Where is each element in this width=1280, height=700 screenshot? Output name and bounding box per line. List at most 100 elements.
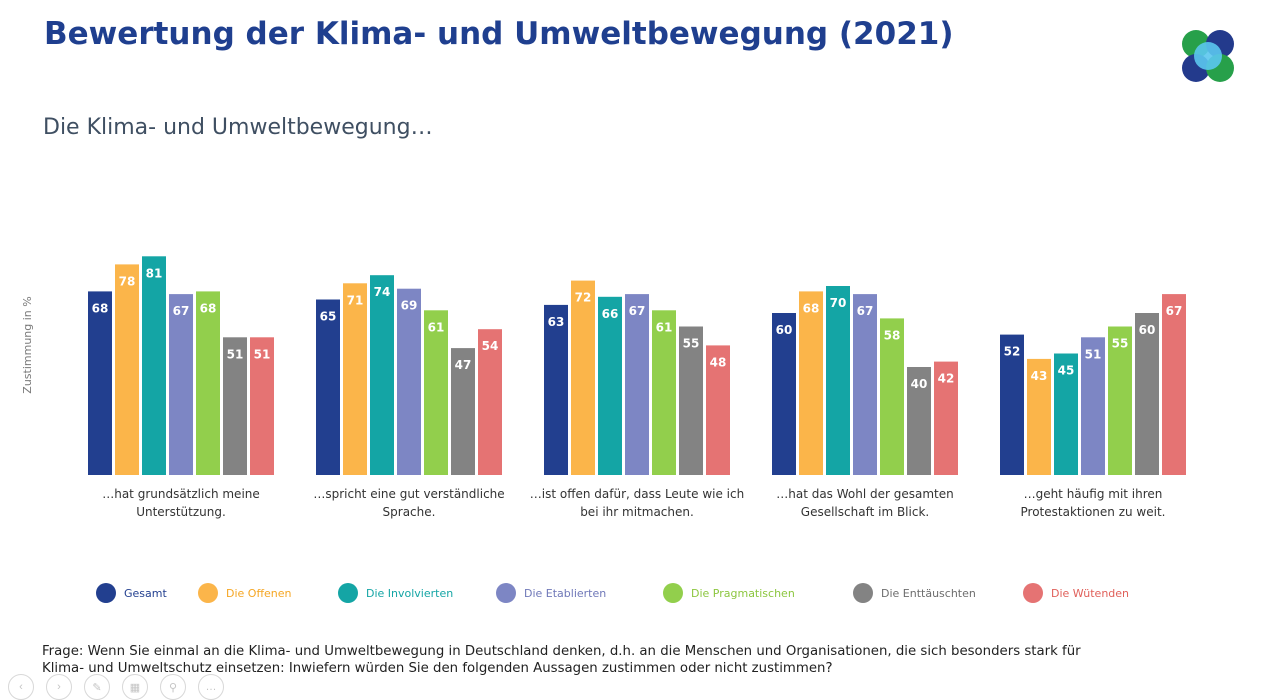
bar-value-label: 72: [575, 291, 592, 305]
category-label: Sprache.: [383, 505, 436, 519]
bar: [853, 294, 877, 475]
logo-icon: [1182, 30, 1234, 82]
bar: [880, 318, 904, 475]
bar: [223, 337, 247, 475]
bar-value-label: 54: [482, 339, 499, 353]
bar-value-label: 68: [92, 301, 109, 315]
bar-value-label: 71: [347, 293, 364, 307]
bar: [343, 283, 367, 475]
bar-value-label: 74: [374, 285, 391, 299]
bar: [826, 286, 850, 475]
bar-chart: Zustimmung in % 68 78 81 67 68 51 51 …hat grunds…: [21, 256, 1186, 519]
bar: [115, 264, 139, 475]
page-title: Bewertung der Klima- und Umweltbewegung …: [44, 16, 954, 52]
legend-label: Die Involvierten: [366, 586, 454, 600]
bar: [934, 361, 958, 475]
zoom-icon[interactable]: ⚲: [160, 674, 186, 700]
bar-value-label: 67: [629, 304, 646, 318]
bar: [772, 313, 796, 475]
bar: [1162, 294, 1186, 475]
bar: [1054, 353, 1078, 475]
category-label: …hat das Wohl der gesamten: [776, 487, 954, 501]
bar: [571, 280, 595, 475]
bar-value-label: 61: [428, 320, 445, 334]
category-label: bei ihr mitmachen.: [580, 505, 694, 519]
bar-value-label: 55: [1112, 337, 1129, 351]
y-axis-label: Zustimmung in %: [21, 296, 34, 393]
pen-icon[interactable]: ✎: [84, 674, 110, 700]
category-label: …geht häufig mit ihren: [1024, 487, 1163, 501]
bar-value-label: 70: [830, 296, 847, 310]
bar-value-label: 51: [254, 347, 271, 361]
bar-value-label: 81: [146, 266, 163, 280]
bar-value-label: 48: [710, 355, 727, 369]
bar-value-label: 78: [119, 274, 136, 288]
bar-value-label: 68: [803, 301, 820, 315]
bar-value-label: 58: [884, 328, 901, 342]
bar-value-label: 61: [656, 320, 673, 334]
bar-value-label: 60: [776, 323, 793, 337]
legend-label: Die Wütenden: [1051, 586, 1130, 600]
presentation-toolbar: ‹ › ✎ ▦ ⚲ …: [8, 674, 224, 700]
bar-value-label: 55: [683, 337, 700, 351]
bar-value-label: 60: [1139, 323, 1156, 337]
bar-value-label: 67: [1166, 304, 1183, 318]
bar: [799, 291, 823, 475]
legend-label: Gesamt: [124, 586, 167, 600]
bar: [544, 304, 568, 475]
category-label: Protestaktionen zu weit.: [1021, 505, 1166, 519]
bar-value-label: 68: [200, 301, 217, 315]
legend-swatch: [338, 583, 358, 603]
legend-swatch: [96, 583, 116, 603]
legend-item: Die Wütenden: [1023, 578, 1129, 608]
bar-value-label: 67: [173, 304, 190, 318]
bar: [652, 310, 676, 475]
bar-value-label: 67: [857, 304, 874, 318]
legend-swatch: [1023, 583, 1043, 603]
category-label: …spricht eine gut verständliche: [313, 487, 504, 501]
slides-icon[interactable]: ▦: [122, 674, 148, 700]
category-label: …hat grundsätzlich meine: [102, 487, 260, 501]
bar-value-label: 45: [1058, 364, 1075, 378]
legend-item: Gesamt: [96, 578, 167, 608]
bar: [397, 288, 421, 475]
bar: [370, 275, 394, 475]
legend-label: Die Offenen: [226, 586, 292, 600]
bar: [169, 294, 193, 475]
legend-swatch: [496, 583, 516, 603]
bar: [1135, 313, 1159, 475]
bar: [478, 329, 502, 475]
bar: [196, 291, 220, 475]
arrow-left-icon[interactable]: ‹: [8, 674, 34, 700]
legend-label: Die Pragmatischen: [691, 586, 795, 600]
legend-item: Die Etablierten: [496, 578, 606, 608]
bar-value-label: 42: [938, 372, 955, 386]
bar-value-label: 51: [1085, 347, 1102, 361]
bar-value-label: 52: [1004, 345, 1021, 359]
legend-swatch: [663, 583, 683, 603]
bar-value-label: 47: [455, 358, 472, 372]
bar: [88, 291, 112, 475]
legend-item: Die Offenen: [198, 578, 292, 608]
bar: [142, 256, 166, 475]
bar: [424, 310, 448, 475]
legend-swatch: [198, 583, 218, 603]
bar: [1027, 358, 1051, 475]
legend-item: Die Involvierten: [338, 578, 453, 608]
bar: [451, 348, 475, 475]
category-label: Unterstützung.: [136, 505, 226, 519]
legend-item: Die Pragmatischen: [663, 578, 795, 608]
bar: [625, 294, 649, 475]
bar-value-label: 66: [602, 307, 619, 321]
arrow-right-icon[interactable]: ›: [46, 674, 72, 700]
legend-item: Die Enttäuschten: [853, 578, 976, 608]
legend-label: Die Enttäuschten: [881, 586, 976, 600]
bar: [316, 299, 340, 475]
category-label: …ist offen dafür, dass Leute wie ich: [530, 487, 744, 501]
bar: [1081, 337, 1105, 475]
chart-legend: Gesamt Die Offenen Die Involvierten Die Eta…: [0, 578, 1280, 608]
bar: [679, 326, 703, 475]
bar: [1108, 326, 1132, 475]
more-icon[interactable]: …: [198, 674, 224, 700]
legend-swatch: [853, 583, 873, 603]
